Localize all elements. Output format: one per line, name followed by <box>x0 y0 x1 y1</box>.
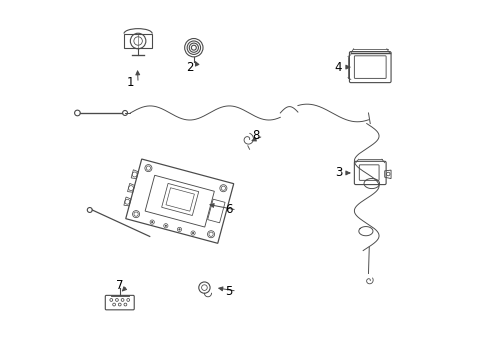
Circle shape <box>192 232 194 234</box>
Text: 2: 2 <box>187 60 194 73</box>
Text: 7: 7 <box>116 279 123 292</box>
Text: 1: 1 <box>126 76 134 90</box>
Text: 3: 3 <box>335 166 342 179</box>
Text: 5: 5 <box>225 285 233 298</box>
Text: 6: 6 <box>225 203 233 216</box>
Text: 4: 4 <box>335 60 342 73</box>
Circle shape <box>178 228 180 230</box>
Text: 8: 8 <box>252 129 259 143</box>
Circle shape <box>165 225 167 227</box>
Circle shape <box>151 221 153 223</box>
